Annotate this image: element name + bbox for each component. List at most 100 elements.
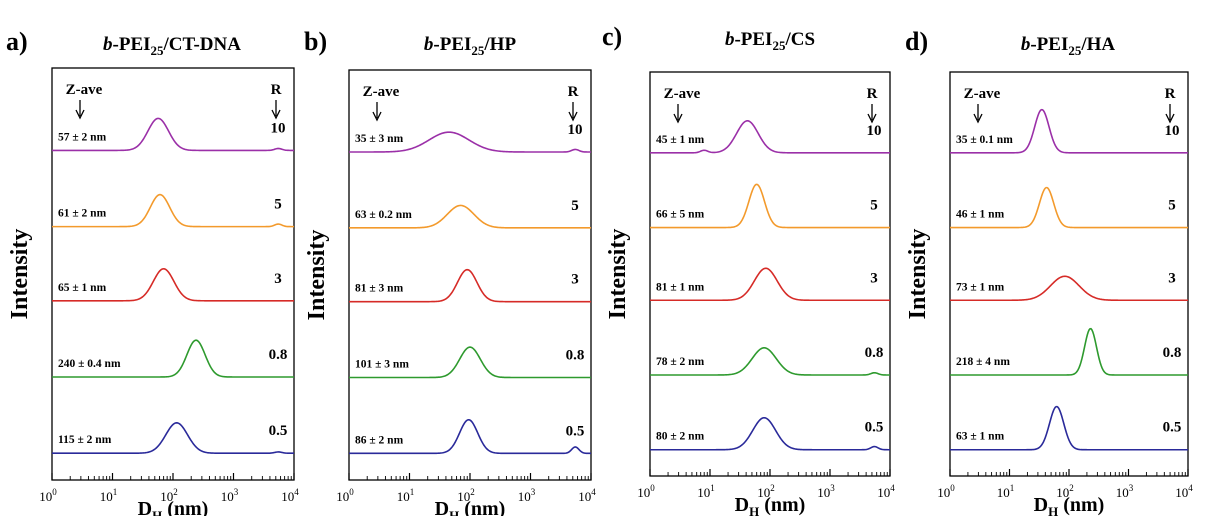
title-subscript: 25 [772,38,786,53]
r-value: 10 [1165,123,1180,139]
plot-frame [649,71,891,477]
tick-base: 10 [937,485,950,500]
series-line-r-0-5 [52,422,294,455]
tick-base: 10 [997,485,1010,500]
tick-base: 10 [457,489,470,504]
xlabel-subscript: H [749,504,759,516]
xlabel-subscript: H [449,508,459,516]
r-arrowhead [867,113,877,124]
title-italic: b [725,29,735,50]
panel-title: b-PEI25/HP [424,34,517,58]
r-value: 5 [870,198,878,214]
panel-label: d) [905,27,928,56]
title-subscript: 25 [1068,43,1082,58]
zave-value: 73 ± 1 nm [956,281,1005,293]
r-arrowhead [1165,113,1175,124]
x-tick-label: 101 [697,483,715,500]
r-header: R [867,86,878,102]
zave-header: Z-ave [964,86,1001,102]
zave-header: Z-ave [664,86,701,102]
series-line-r-3 [349,268,591,303]
title-tail: /HA [1080,34,1115,55]
x-tick-label: 100 [937,483,955,500]
zave-value: 66 ± 5 nm [656,209,705,221]
tick-base: 10 [221,489,234,504]
series-line-r-10 [950,108,1188,154]
zave-value: 218 ± 4 nm [956,356,1010,368]
series-line-r-0-8 [349,346,591,379]
xlabel-main: D [435,498,449,516]
zave-header: Z-ave [363,84,400,100]
zave-header: Z-ave [66,82,103,98]
tick-base: 10 [817,485,830,500]
r-value: 0.5 [1163,420,1182,436]
zave-value: 35 ± 0.1 nm [956,134,1013,146]
zave-value: 86 ± 2 nm [355,434,404,446]
x-tick-label: 100 [336,487,354,504]
title-subscript: 25 [151,43,165,58]
tick-exponent: 0 [650,483,655,493]
tick-base: 10 [100,489,113,504]
zave-value: 57 ± 2 nm [58,131,107,143]
r-value: 5 [1168,198,1176,214]
x-tick-label: 104 [578,487,596,504]
zave-value: 61 ± 2 nm [58,208,107,220]
r-value: 0.8 [566,348,585,364]
tick-exponent: 4 [591,487,596,497]
xlabel-main: D [735,494,749,516]
series-line-r-10 [349,131,591,153]
tick-exponent: 1 [1010,483,1015,493]
tick-base: 10 [1056,485,1069,500]
x-tick-label: 101 [997,483,1015,500]
tick-exponent: 3 [234,487,239,497]
tick-base: 10 [281,489,294,504]
x-axis-label: DH (nm) [138,498,209,516]
zave-arrowhead [75,109,85,120]
tick-base: 10 [697,485,710,500]
r-value: 3 [571,272,579,288]
title-italic: b [424,34,434,55]
zave-value: 240 ± 0.4 nm [58,358,121,370]
series-line-r-0-8 [52,339,294,378]
zave-value: 46 ± 1 nm [956,209,1005,221]
tick-base: 10 [877,485,890,500]
x-tick-label: 101 [100,487,118,504]
xlabel-tail: (nm) [759,494,805,516]
xlabel-main: D [1034,494,1048,516]
zave-arrowhead [973,113,983,124]
panel-label: b) [304,27,327,56]
x-tick-label: 102 [457,487,475,504]
zave-value: 81 ± 1 nm [656,281,705,293]
r-value: 3 [274,271,282,287]
series-line-r-0-5 [650,416,890,451]
series-line-r-10 [650,120,890,154]
title-tail: /CS [784,29,815,50]
title-subscript: 25 [471,43,485,58]
x-axis-label: DH (nm) [435,498,506,516]
r-value: 3 [870,270,878,286]
x-tick-label: 103 [518,487,536,504]
panel-title: b-PEI25/HA [1021,34,1116,58]
y-axis-label: Intensity [7,229,33,320]
tick-exponent: 4 [294,487,299,497]
tick-exponent: 2 [173,487,178,497]
x-tick-label: 102 [1056,483,1074,500]
panel-label: a) [6,27,28,56]
zave-value: 35 ± 3 nm [355,133,404,145]
series-line-r-0-8 [950,327,1188,376]
x-tick-label: 104 [1175,483,1193,500]
tick-base: 10 [757,485,770,500]
tick-exponent: 4 [890,483,895,493]
zave-value: 65 ± 1 nm [58,282,107,294]
xlabel-main: D [138,498,152,516]
tick-exponent: 3 [1129,483,1134,493]
x-tick-label: 104 [281,487,299,504]
tick-base: 10 [160,489,173,504]
x-tick-label: 103 [221,487,239,504]
r-header: R [271,82,282,98]
title-main: -PEI [113,34,151,55]
x-tick-label: 100 [637,483,655,500]
